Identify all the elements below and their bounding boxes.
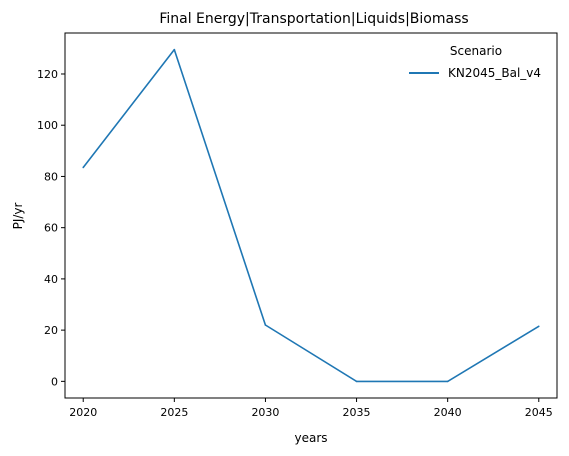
legend-series-label: KN2045_Bal_v4 — [448, 66, 541, 80]
data-point — [264, 324, 267, 326]
y-axis: 0 20 40 60 80 100 120 — [37, 68, 65, 388]
y-tick-label: 60 — [44, 222, 58, 235]
x-tick-label: 2030 — [251, 406, 279, 419]
plot-area — [64, 32, 558, 399]
data-point — [355, 380, 358, 383]
plot-frame — [64, 32, 558, 399]
chart-title: Final Energy|Transportation|Liquids|Biom… — [159, 11, 468, 27]
x-tick-label: 2040 — [434, 406, 462, 419]
y-tick-label: 120 — [37, 68, 58, 81]
y-tick-label: 20 — [44, 324, 58, 337]
y-tick-label: 100 — [37, 119, 58, 132]
x-tick-label: 2035 — [343, 406, 371, 419]
data-point — [173, 48, 176, 51]
legend: Scenario KN2045_Bal_v4 — [409, 44, 541, 80]
x-axis: 2020 2025 2030 2035 2040 2045 — [69, 398, 553, 419]
x-tick-label: 2045 — [525, 406, 553, 419]
y-tick-label: 0 — [51, 375, 58, 388]
y-axis-label: PJ/yr — [11, 203, 25, 230]
y-tick-label: 80 — [44, 170, 58, 183]
series-line-0 — [82, 48, 540, 383]
x-tick-label: 2020 — [69, 406, 97, 419]
x-axis-label: years — [294, 431, 327, 445]
y-tick-label: 40 — [44, 273, 58, 286]
data-point — [446, 380, 449, 383]
legend-title: Scenario — [450, 44, 502, 58]
x-tick-label: 2025 — [160, 406, 188, 419]
data-point — [82, 166, 85, 169]
series-layer — [82, 48, 540, 383]
data-point — [537, 325, 540, 328]
